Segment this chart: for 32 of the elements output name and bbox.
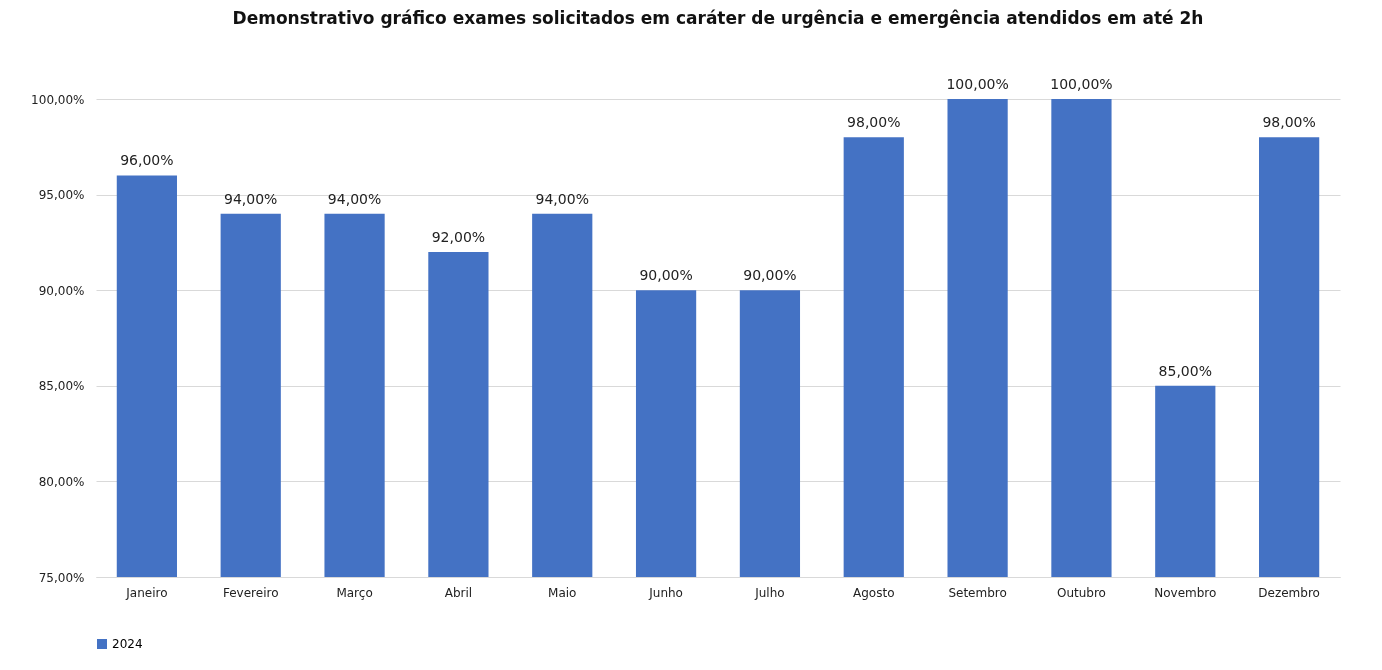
y-tick-label: 85,00%	[38, 379, 85, 394]
y-tick-label: 75,00%	[38, 570, 85, 585]
x-tick-label: Junho	[648, 585, 683, 600]
data-label: 100,00%	[946, 76, 1009, 92]
y-tick-label: 95,00%	[38, 188, 85, 203]
data-label: 85,00%	[1158, 362, 1212, 379]
data-label: 100,00%	[1050, 76, 1113, 92]
data-label: 94,00%	[535, 190, 589, 207]
data-label: 92,00%	[431, 228, 486, 245]
data-label: 98,00%	[847, 114, 901, 131]
x-tick-label: Julho	[754, 585, 785, 600]
data-label: 96,00%	[120, 152, 174, 169]
data-label: 90,00%	[639, 267, 693, 284]
x-tick-label: Dezembro	[1258, 585, 1320, 600]
x-tick-label: Janeiro	[125, 585, 168, 600]
x-tick-label: Abril	[444, 585, 473, 600]
data-label: 94,00%	[224, 190, 278, 207]
x-tick-label: Setembro	[948, 585, 1007, 600]
x-tick-label: Outubro	[1056, 585, 1106, 600]
data-label: 98,00%	[1262, 114, 1316, 131]
x-tick-label: Agosto	[853, 585, 895, 600]
x-tick-label: Novembro	[1154, 585, 1217, 600]
x-tick-label: Março	[336, 585, 373, 600]
chart-title: Demonstrativo gráfico exames solicitados em caráter de urgência e emergência atendidos em até 2h	[232, 8, 1204, 28]
x-tick-label: Maio	[548, 585, 577, 600]
y-tick-label: 90,00%	[38, 283, 85, 298]
y-tick-label: 80,00%	[38, 474, 85, 489]
x-tick-label: Fevereiro	[222, 585, 279, 600]
y-tick-label: 100,00%	[31, 92, 85, 107]
data-label: 94,00%	[327, 190, 382, 207]
legend-label: 2024	[112, 637, 143, 651]
data-label: 90,00%	[743, 267, 797, 284]
